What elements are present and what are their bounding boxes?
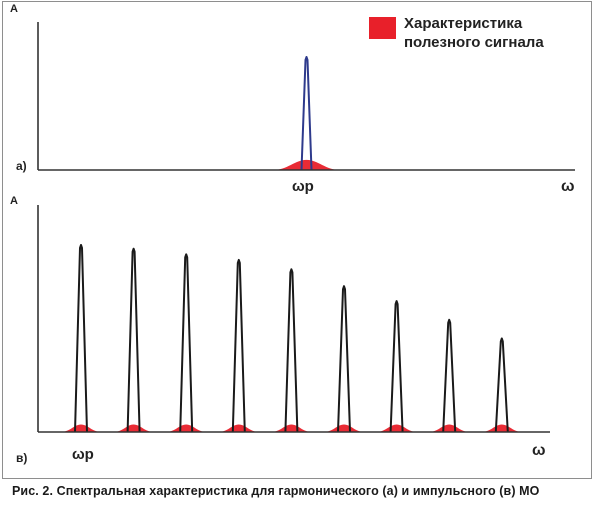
spectral-peak <box>126 247 141 433</box>
useful-signal-bump <box>376 424 417 432</box>
useful-signal-bump <box>218 424 259 432</box>
useful-signal-bump <box>272 159 341 170</box>
spectral-peak <box>179 253 194 433</box>
panel-b-label: в) <box>16 451 27 465</box>
useful-signal-bump <box>113 424 154 432</box>
spectral-peak <box>442 318 457 433</box>
useful-signal-bump <box>481 424 522 432</box>
panel-a-label: а) <box>16 159 27 173</box>
panel-a-x-label: ω <box>561 178 575 195</box>
figure-svg: A а) ω ωр Характеристика полезного сигна… <box>10 3 575 465</box>
legend-label-line1: Характеристика <box>404 15 523 32</box>
legend-label-line2: полезного сигнала <box>404 34 544 51</box>
spectral-peak <box>389 300 404 433</box>
figure-frame <box>2 1 592 479</box>
panel-b: A в) ω ωр <box>10 195 550 465</box>
useful-signal-bump <box>61 424 101 432</box>
spectral-peak <box>337 285 351 433</box>
spectral-peak <box>74 244 88 433</box>
useful-signal-bump <box>271 424 312 432</box>
legend-swatch <box>369 17 396 39</box>
figure-caption: Рис. 2. Спектральная характеристика для … <box>12 484 540 498</box>
panel-a-x-marker: ωр <box>292 178 314 195</box>
spectral-peak <box>494 337 509 433</box>
spectral-peak <box>231 258 246 433</box>
panel-a-y-label: A <box>10 3 18 15</box>
panel-b-x-label: ω <box>532 442 546 459</box>
useful-signal-bump <box>324 424 364 432</box>
useful-signal-bump <box>429 424 470 432</box>
spectral-peak <box>284 268 299 433</box>
spectral-peak <box>300 56 313 171</box>
panel-b-y-label: A <box>10 195 18 207</box>
panel-a: A а) ω ωр Характеристика полезного сигна… <box>10 3 575 195</box>
panel-b-x-marker: ωр <box>72 446 94 463</box>
useful-signal-bump <box>166 424 207 432</box>
